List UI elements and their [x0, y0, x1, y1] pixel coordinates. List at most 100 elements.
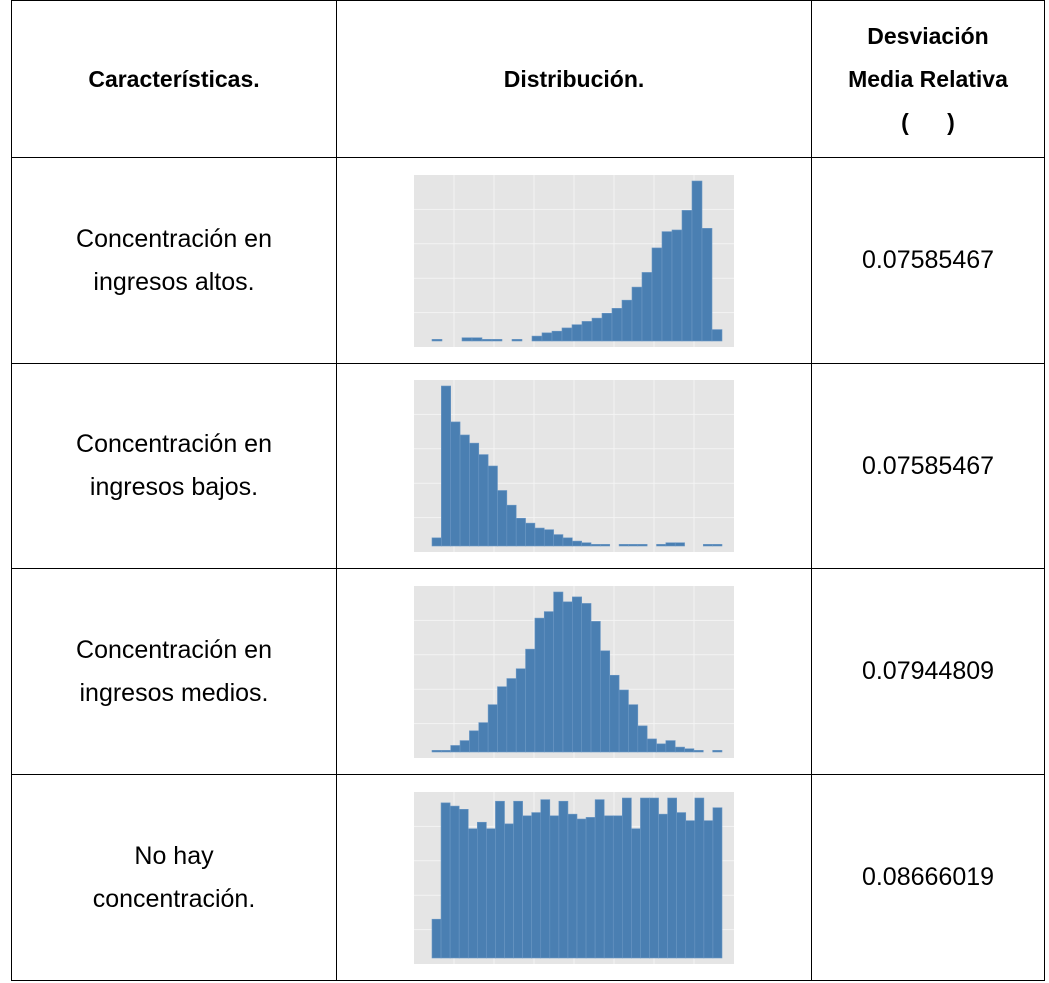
- histogram-bar: [458, 808, 469, 958]
- histogram-bar: [585, 816, 596, 958]
- histogram-bar: [522, 814, 532, 958]
- histogram-bar: [590, 544, 601, 547]
- histogram-bar: [611, 307, 623, 341]
- histogram-bar: [661, 230, 673, 341]
- histogram-bar: [553, 591, 564, 752]
- histogram-bar: [651, 247, 663, 341]
- caracteristica-cell: Concentración en ingresos altos.: [11, 157, 337, 364]
- table-row: Concentración en ingresos altos. 0.07585…: [11, 157, 1045, 364]
- histogram-bar: [594, 798, 605, 958]
- histogram-bar: [461, 336, 473, 341]
- histogram-bar: [702, 544, 713, 547]
- histogram-bar: [658, 813, 668, 958]
- table-row: No hay concentración. 0.08666019: [11, 774, 1045, 981]
- caracteristica-line2: ingresos altos.: [93, 267, 255, 296]
- caracteristica-line1: Concentración en: [76, 635, 272, 664]
- histogram-bar: [431, 537, 442, 547]
- histogram-bar: [591, 317, 603, 341]
- histogram-bar: [674, 746, 685, 752]
- distribucion-cell: [336, 774, 812, 981]
- histogram-bar: [618, 544, 629, 547]
- caracteristica-cell: Concentración en ingresos medios.: [11, 568, 337, 775]
- histogram-bar: [665, 739, 676, 752]
- histogram-bar: [515, 667, 526, 752]
- histogram-bar: [469, 442, 480, 547]
- histogram-bar: [612, 814, 623, 958]
- histogram-bar: [641, 271, 653, 341]
- histogram-bar: [581, 320, 593, 341]
- histogram-bar: [562, 537, 573, 547]
- histogram-bar: [581, 602, 592, 752]
- histogram-bar: [576, 818, 587, 958]
- histogram-bar: [600, 544, 611, 547]
- histogram-bar: [543, 610, 554, 752]
- histogram-bar: [571, 323, 583, 341]
- histogram-bar: [712, 806, 723, 958]
- histogram-bar: [684, 747, 695, 752]
- histogram-bar: [531, 335, 543, 341]
- histogram-bar: [459, 739, 470, 752]
- header-desviacion-line1: Desviación: [867, 22, 989, 49]
- desviacion-value: 0.08666019: [811, 774, 1045, 981]
- histogram-bar: [601, 312, 613, 341]
- histogram-bar: [685, 819, 696, 958]
- histogram-bar: [671, 229, 683, 341]
- histogram-bar: [676, 811, 687, 958]
- histogram-bar: [637, 725, 648, 752]
- histogram-bar: [431, 918, 442, 958]
- histogram-bar: [603, 814, 614, 958]
- histogram-bar: [441, 749, 452, 752]
- histogram-bar: [506, 677, 517, 752]
- histogram-bar: [581, 542, 592, 547]
- header-desviacion-line3: ( ): [901, 108, 955, 135]
- histogram-bar: [665, 542, 676, 547]
- histogram-bar: [431, 749, 442, 752]
- caracteristica-line2: ingresos medios.: [79, 678, 269, 707]
- histogram-bar: [637, 544, 648, 547]
- histogram-bar: [561, 327, 573, 341]
- histogram-bar: [459, 434, 470, 547]
- histogram-bar: [481, 338, 493, 341]
- histogram-bar: [572, 596, 582, 752]
- histogram-bar: [478, 454, 489, 547]
- histogram-bar: [467, 827, 478, 958]
- histogram-bar: [622, 797, 632, 958]
- histogram-bar: [649, 797, 659, 958]
- histogram-bar: [543, 529, 554, 547]
- caracteristica-line2: ingresos bajos.: [89, 473, 259, 501]
- caracteristica-line2: concentración.: [92, 884, 256, 913]
- histogram-bar: [525, 648, 536, 752]
- histogram-bar: [621, 299, 633, 341]
- histogram-bar: [600, 649, 611, 752]
- histogram-bar: [618, 689, 629, 752]
- histogram-bar: [497, 685, 508, 752]
- histogram-high-income: [414, 174, 734, 347]
- histogram-bar: [534, 617, 545, 752]
- histogram-bar: [694, 797, 705, 958]
- histogram-bar: [712, 544, 723, 547]
- histogram-bar: [534, 527, 545, 547]
- histogram-bar: [506, 504, 517, 547]
- histogram-bar: [486, 827, 496, 958]
- histogram-bar: [567, 813, 578, 958]
- histogram-bar: [674, 542, 685, 547]
- caracteristica-cell: No hay concentración.: [11, 774, 337, 981]
- header-desviacion: Desviación Media Relativa ( ): [811, 0, 1045, 158]
- histogram-bar: [515, 517, 526, 547]
- distribucion-cell: [336, 568, 812, 775]
- histogram-bar: [504, 823, 514, 958]
- histogram-bar: [511, 338, 523, 341]
- histogram-bar: [478, 721, 489, 752]
- histogram-uniform: [414, 791, 734, 964]
- histogram-bar: [531, 811, 542, 958]
- histogram-middle-income: [414, 585, 734, 758]
- distribution-table: Características. Distribución. Desviació…: [11, 0, 1045, 981]
- histogram-bar: [487, 703, 498, 752]
- histogram-bar: [540, 798, 551, 958]
- header-row: Características. Distribución. Desviació…: [11, 0, 1045, 158]
- histogram-bar: [450, 744, 461, 752]
- histogram-bar: [562, 601, 573, 752]
- histogram-low-income: [414, 380, 734, 552]
- histogram-bar: [609, 674, 620, 752]
- caracteristica-line1: No hay: [134, 841, 214, 870]
